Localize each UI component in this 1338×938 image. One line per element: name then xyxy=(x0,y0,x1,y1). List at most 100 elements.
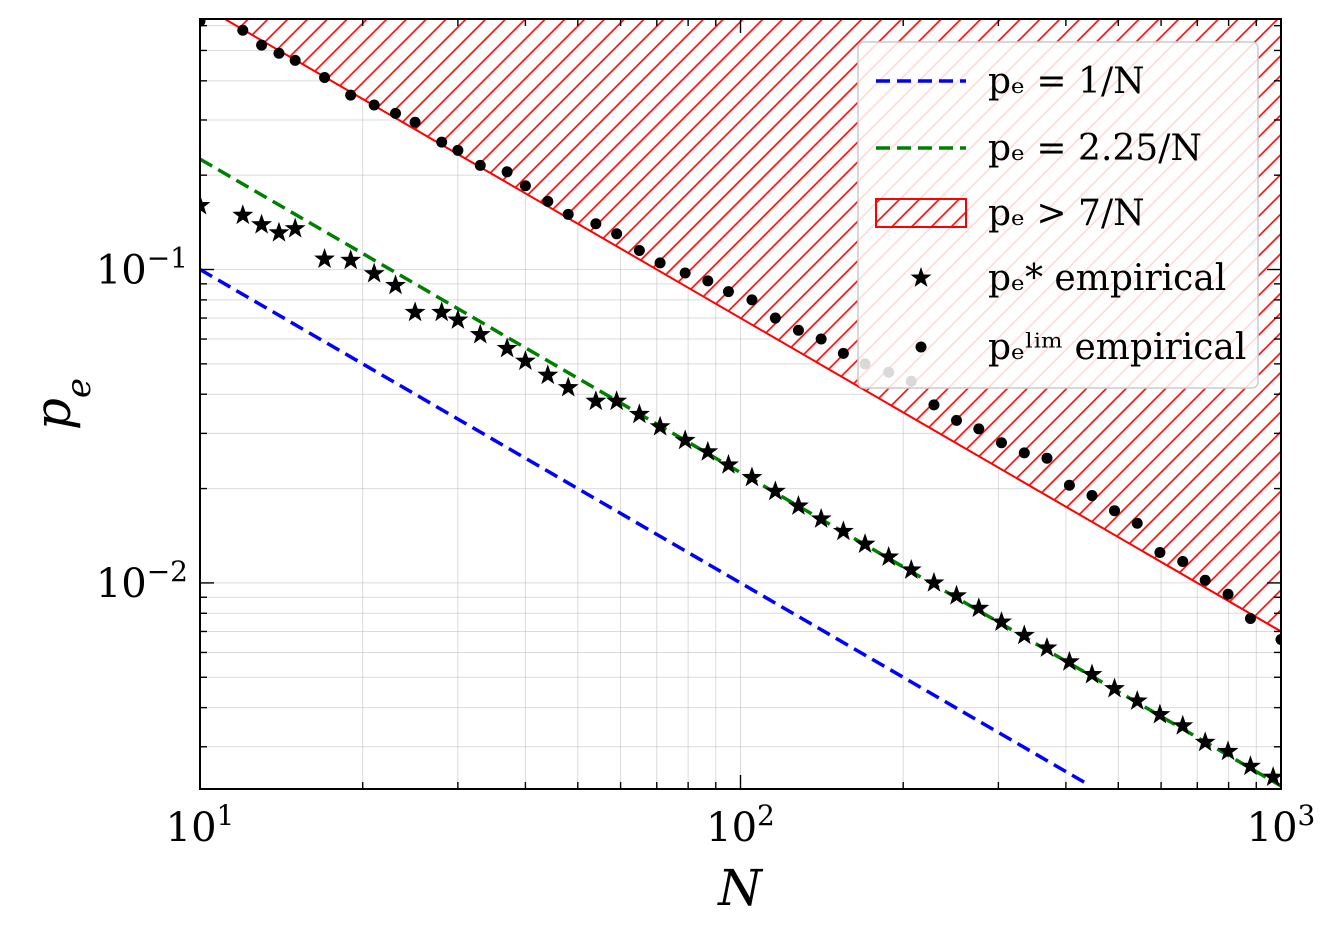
data-point-star xyxy=(1172,714,1194,735)
data-point-circle xyxy=(837,347,849,359)
data-point-star xyxy=(832,520,854,541)
legend-hatch-swatch xyxy=(875,198,967,228)
data-point-circle xyxy=(562,208,574,220)
data-point-star xyxy=(1036,636,1058,657)
data-point-star xyxy=(968,597,990,618)
data-point-circle xyxy=(390,107,402,119)
data-point-star xyxy=(1126,689,1148,710)
data-point-star xyxy=(606,390,628,411)
data-point-circle xyxy=(995,437,1007,449)
data-point-circle xyxy=(237,24,249,36)
data-point-circle xyxy=(319,71,331,83)
data-point-circle xyxy=(769,312,781,324)
data-point-circle xyxy=(679,267,691,279)
data-point-circle xyxy=(501,166,513,178)
data-point-star xyxy=(991,611,1012,631)
data-point-circle xyxy=(611,228,623,240)
data-point-star xyxy=(854,533,876,553)
data-point-star xyxy=(946,584,967,605)
x-tick-label: 101 xyxy=(166,799,235,852)
legend-label: pₑ = 1/N xyxy=(988,61,1145,102)
data-point-circle xyxy=(1109,505,1121,517)
data-point-circle xyxy=(1244,612,1256,624)
data-point-star xyxy=(284,217,306,238)
data-point-circle xyxy=(1041,452,1053,464)
data-point-star xyxy=(363,262,385,283)
data-point-circle xyxy=(256,39,268,51)
data-point-star xyxy=(404,301,426,322)
legend-label: pₑˡⁱᵐ empirical xyxy=(988,327,1246,368)
reference-line xyxy=(200,157,1281,788)
data-point-circle xyxy=(1086,490,1098,502)
data-point-star xyxy=(1058,650,1080,671)
data-point-circle xyxy=(1222,588,1234,600)
data-point-star xyxy=(431,301,453,322)
y-tick-label: 10−2 xyxy=(96,554,188,607)
data-point-star xyxy=(764,480,786,501)
data-point-star xyxy=(649,415,671,436)
data-point-star xyxy=(314,248,336,268)
data-point-circle xyxy=(273,47,285,59)
data-point-star xyxy=(718,453,739,474)
reference-lines xyxy=(200,157,1281,788)
data-point-circle xyxy=(200,19,206,27)
data-point-star xyxy=(787,494,809,515)
legend-label: pₑ > 7/N xyxy=(988,193,1145,234)
data-point-star xyxy=(268,221,290,242)
data-point-circle xyxy=(590,218,602,230)
data-point-circle xyxy=(815,333,827,345)
data-point-star xyxy=(469,323,491,344)
data-point-star xyxy=(1149,703,1171,724)
data-point-star xyxy=(585,390,607,411)
data-point-circle xyxy=(722,286,734,298)
data-point-star xyxy=(878,545,900,566)
data-point-star xyxy=(697,440,719,461)
legend-star-swatch xyxy=(910,267,932,287)
data-point-circle xyxy=(474,159,486,171)
data-markers xyxy=(200,19,1281,787)
region-boundary-line xyxy=(222,19,1281,633)
data-point-star xyxy=(674,429,696,450)
data-point-star xyxy=(496,337,518,358)
legend: pₑ = 1/N pₑ = 2.25/N pₑ > 7/N pₑ* empirical… xyxy=(857,41,1259,389)
reference-line xyxy=(200,268,1090,787)
data-point-star xyxy=(557,376,579,397)
data-point-circle xyxy=(542,195,554,207)
data-point-star xyxy=(628,403,650,424)
data-point-circle xyxy=(452,144,464,156)
data-point-star xyxy=(514,350,536,371)
data-point-circle xyxy=(1131,517,1143,529)
data-point-circle xyxy=(368,99,380,111)
data-point-star xyxy=(810,507,832,528)
data-point-star xyxy=(741,466,763,487)
data-point-star xyxy=(1240,755,1261,776)
data-point-circle xyxy=(436,136,448,148)
data-point-circle xyxy=(928,399,940,411)
data-point-circle xyxy=(1177,556,1189,568)
axes: 101 102 103 10−1 10−2 xyxy=(96,18,1315,852)
data-point-star xyxy=(232,204,254,225)
data-point-star xyxy=(1194,731,1216,752)
data-point-circle xyxy=(746,294,758,306)
data-point-star xyxy=(251,213,273,234)
data-point-circle xyxy=(519,180,531,192)
data-point-star xyxy=(1013,624,1035,645)
x-axis-label: N xyxy=(717,859,764,917)
data-point-circle xyxy=(1018,447,1030,459)
legend-box xyxy=(857,41,1259,389)
data-point-star xyxy=(200,194,211,215)
data-point-circle xyxy=(792,324,804,336)
data-point-circle xyxy=(633,244,645,256)
data-point-star xyxy=(1081,663,1103,684)
data-point-star xyxy=(447,309,469,329)
y-tick-label: 10−1 xyxy=(96,241,188,294)
data-point-star xyxy=(1104,677,1125,698)
data-point-circle xyxy=(345,89,357,101)
data-point-star xyxy=(537,364,559,385)
legend-label: pₑ = 2.25/N xyxy=(988,128,1202,169)
data-point-circle xyxy=(1199,574,1211,586)
data-point-circle xyxy=(1275,633,1281,645)
data-point-star xyxy=(923,571,945,592)
data-point-circle xyxy=(702,275,714,287)
